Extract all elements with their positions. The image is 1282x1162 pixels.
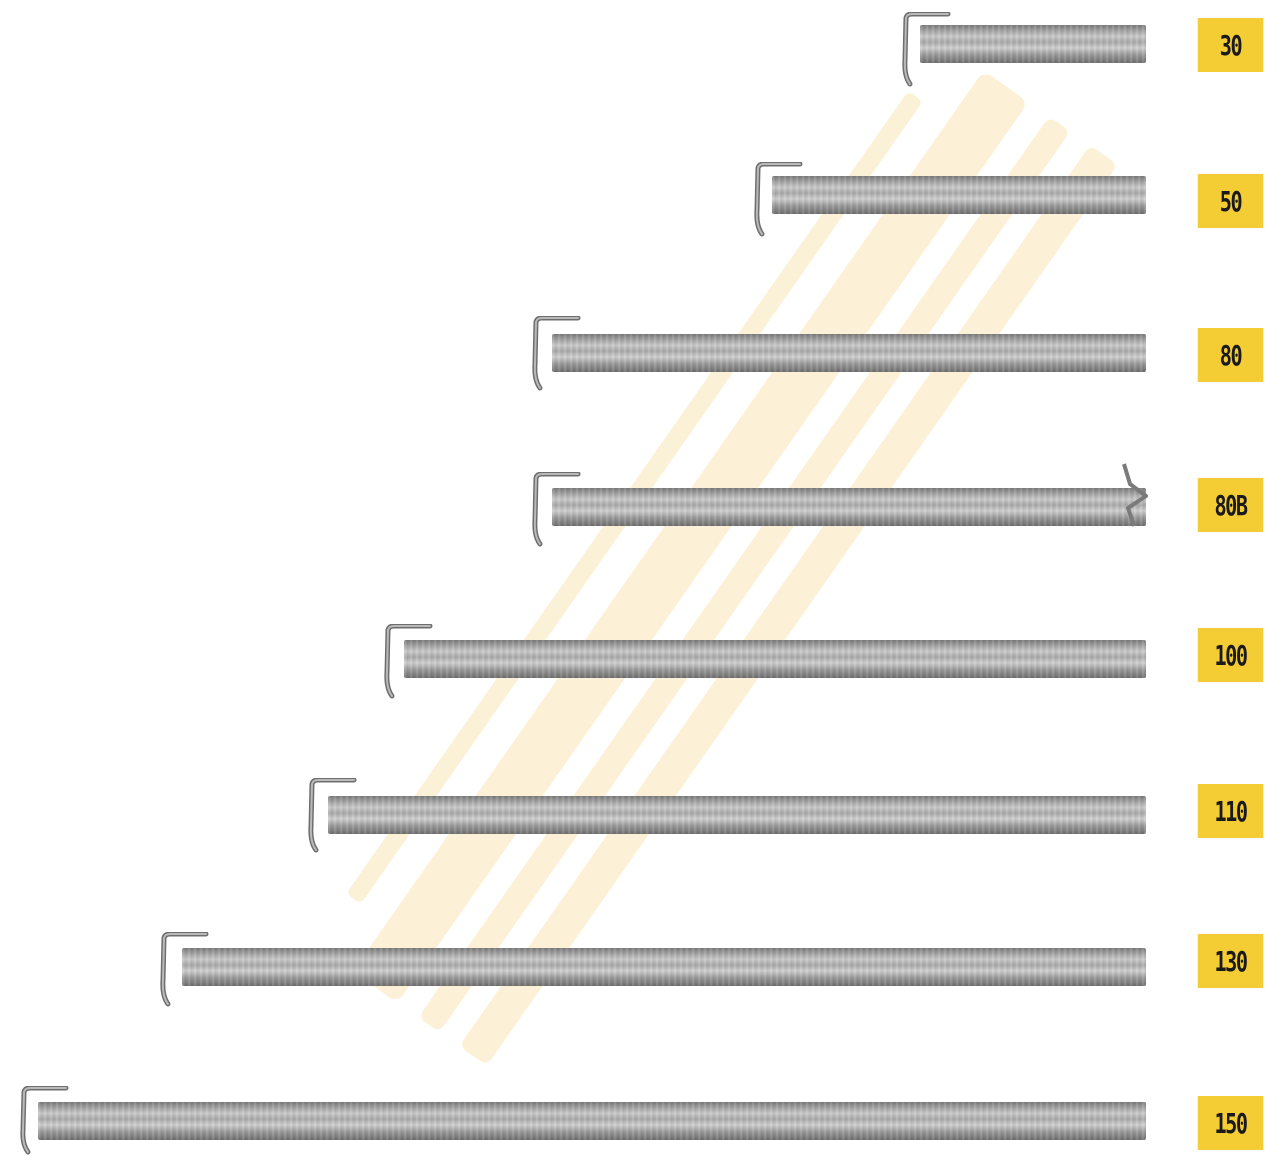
hook-end-icon xyxy=(902,12,951,87)
product-row-80b: 80B xyxy=(0,463,1282,547)
product-row-130: 130 xyxy=(0,932,1282,1007)
size-tag: 30 xyxy=(1197,18,1264,72)
hook-end-icon xyxy=(20,1086,69,1155)
hook-end-icon xyxy=(160,932,209,1007)
rod-110 xyxy=(328,796,1146,834)
rod-150 xyxy=(38,1102,1146,1140)
product-row-50: 50 xyxy=(0,162,1282,237)
size-tag: 80 xyxy=(1197,328,1264,382)
product-row-80: 80 xyxy=(0,316,1282,391)
size-tag: 130 xyxy=(1197,934,1264,988)
rod-80 xyxy=(552,334,1146,372)
rod-130 xyxy=(182,948,1146,986)
size-tag: 150 xyxy=(1197,1096,1264,1150)
rod-30 xyxy=(920,25,1146,63)
hook-end-icon xyxy=(308,778,357,853)
hook-end-icon xyxy=(754,162,803,237)
hook-end-icon xyxy=(532,472,581,547)
rod-80b xyxy=(552,488,1146,526)
size-tag: 100 xyxy=(1197,628,1264,682)
rod-100 xyxy=(404,640,1146,678)
product-row-150: 150 xyxy=(0,1086,1282,1158)
hook-end-icon xyxy=(532,316,581,391)
product-row-30: 30 xyxy=(0,8,1282,87)
size-tag: 50 xyxy=(1197,174,1264,228)
rod-50 xyxy=(772,176,1146,214)
size-tag: 110 xyxy=(1197,784,1264,838)
hook-end-icon xyxy=(384,624,433,699)
size-tag: 80B xyxy=(1197,478,1264,532)
product-row-110: 110 xyxy=(0,778,1282,853)
product-row-100: 100 xyxy=(0,624,1282,699)
barb-end-icon xyxy=(1122,463,1148,527)
